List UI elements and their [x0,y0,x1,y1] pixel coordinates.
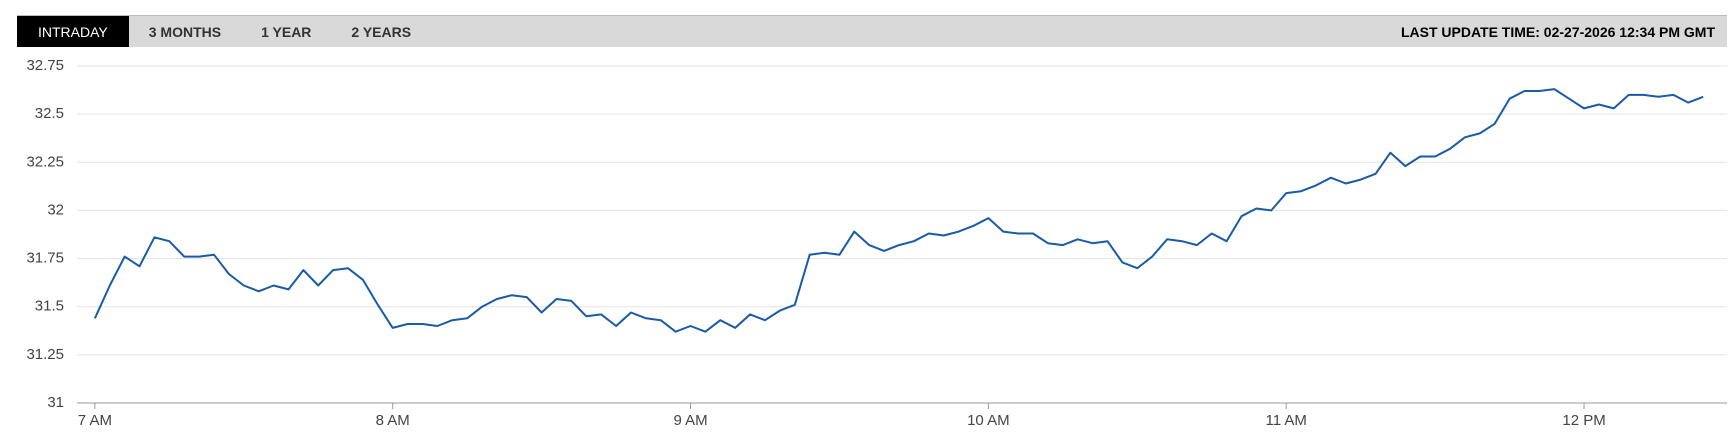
price-line [93,88,1704,333]
tab[interactable]: INTRADAY [17,16,129,47]
x-tick-label: 12 PM [1562,412,1605,429]
y-tick-label: 31 [47,394,64,411]
tab[interactable]: 2 YEARS [351,23,412,40]
x-tick-label: 11 AM [1265,412,1306,429]
y-tick-label: 31.25 [26,346,64,363]
y-tick-label: 32.25 [26,153,64,170]
last-update: LAST UPDATE TIME: 02-27-2026 12:34 PM GM… [1400,23,1715,40]
y-tick-label: 31.5 [35,298,64,315]
y-tick-label: 32.75 [26,57,64,74]
tab[interactable]: 1 YEAR [261,23,312,40]
tab[interactable]: 3 MONTHS [148,23,222,40]
x-tick-label: 10 AM [967,412,1010,429]
y-tick-label: 31.75 [26,250,64,267]
x-tick-label: 7 AM [78,412,112,429]
x-tick-label: 9 AM [673,412,707,429]
y-tick-label: 32.5 [35,105,64,122]
tab-bar: INTRADAY 3 MONTHS 1 YEAR 2 YEARS LAST UP… [17,15,1727,47]
x-tick-label: 8 AM [376,412,410,429]
y-tick-label: 32 [47,201,64,218]
